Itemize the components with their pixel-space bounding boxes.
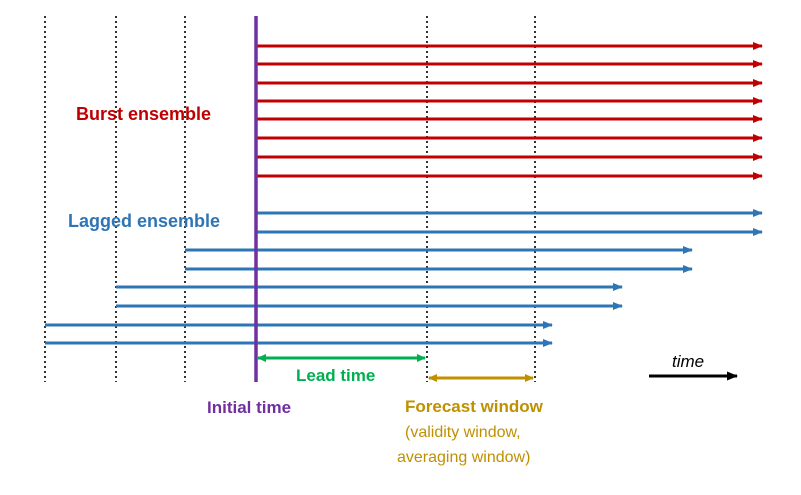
burst-ensemble-arrows [256, 42, 763, 180]
guide-lines [44, 16, 536, 382]
averaging-window-label: averaging window) [397, 449, 531, 466]
burst-ensemble-label: Burst ensemble [76, 104, 212, 124]
lead-time-label: Lead time [296, 366, 376, 385]
validity-window-label: (validity window, [405, 424, 521, 441]
lagged-ensemble-label: Lagged ensemble [68, 211, 221, 231]
forecast-window-label: Forecast window [405, 397, 543, 416]
time-axis-label: time [672, 352, 705, 371]
initial-time-label: Initial time [207, 398, 292, 417]
lagged-ensemble-arrows [45, 209, 763, 347]
